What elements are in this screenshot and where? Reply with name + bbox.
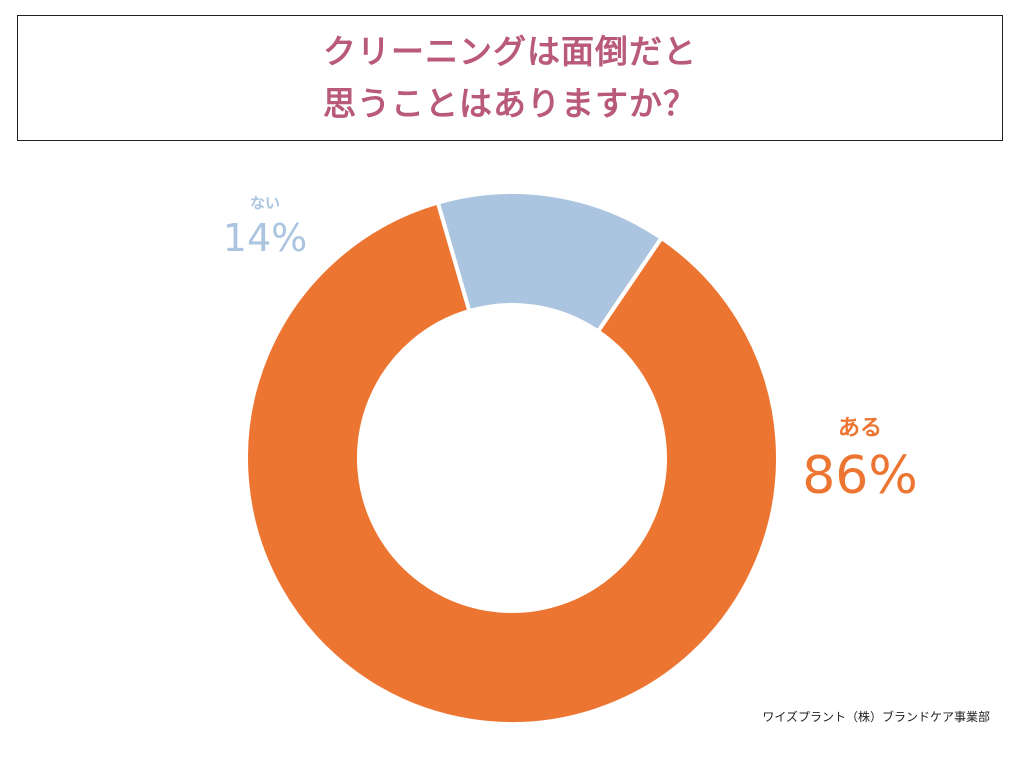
slice-label-nai: ない 14% [215, 190, 315, 260]
slice-name-nai: ない [249, 194, 280, 212]
slice-name-aru: ある [837, 416, 882, 441]
chart-title-line-1: クリーニングは面倒だと [323, 32, 697, 71]
slice-value-nai: 14% [222, 216, 308, 260]
slice-aru [244, 200, 780, 726]
slice-value-aru: 86% [802, 446, 918, 506]
title-box: クリーニングは面倒だと 思うことはありますか？ [17, 15, 1003, 141]
chart-title-line-2: 思うことはありますか？ [323, 84, 697, 123]
footer-credit: ワイズプラント（株）ブランドケア事業部 [762, 710, 990, 724]
slice-label-aru: ある 86% [790, 413, 930, 507]
